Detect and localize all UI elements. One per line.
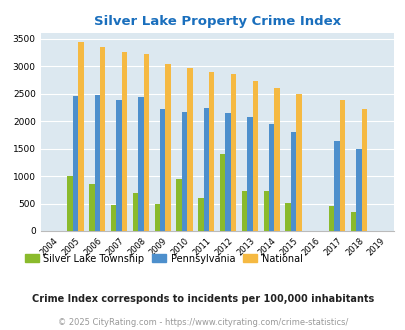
Bar <box>290 132 296 231</box>
Bar <box>241 191 247 231</box>
Bar <box>154 204 160 231</box>
Bar <box>187 68 192 231</box>
Bar <box>176 179 181 231</box>
Legend: Silver Lake Township, Pennsylvania, National: Silver Lake Township, Pennsylvania, Nati… <box>21 249 306 267</box>
Text: © 2025 CityRating.com - https://www.cityrating.com/crime-statistics/: © 2025 CityRating.com - https://www.city… <box>58 318 347 327</box>
Bar <box>263 191 269 231</box>
Bar <box>274 88 279 231</box>
Bar <box>94 95 100 231</box>
Bar <box>355 149 361 231</box>
Bar <box>111 205 116 231</box>
Text: Crime Index corresponds to incidents per 100,000 inhabitants: Crime Index corresponds to incidents per… <box>32 294 373 304</box>
Bar <box>203 108 209 231</box>
Bar <box>72 96 78 231</box>
Bar <box>181 112 187 231</box>
Bar <box>67 176 72 231</box>
Bar <box>339 100 345 231</box>
Bar <box>361 110 366 231</box>
Bar <box>198 198 203 231</box>
Bar <box>143 54 149 231</box>
Bar <box>89 184 94 231</box>
Bar <box>122 52 127 231</box>
Bar <box>225 113 230 231</box>
Bar <box>285 203 290 231</box>
Bar <box>328 206 334 231</box>
Bar <box>296 93 301 231</box>
Bar <box>269 124 274 231</box>
Bar <box>165 64 171 231</box>
Bar <box>334 141 339 231</box>
Bar <box>132 192 138 231</box>
Bar <box>247 117 252 231</box>
Title: Silver Lake Property Crime Index: Silver Lake Property Crime Index <box>94 15 340 28</box>
Bar <box>350 212 355 231</box>
Bar <box>78 42 83 231</box>
Bar <box>116 100 121 231</box>
Bar <box>230 74 236 231</box>
Bar <box>220 154 225 231</box>
Bar <box>138 97 143 231</box>
Bar <box>252 81 258 231</box>
Bar <box>209 72 214 231</box>
Bar <box>100 47 105 231</box>
Bar <box>160 110 165 231</box>
